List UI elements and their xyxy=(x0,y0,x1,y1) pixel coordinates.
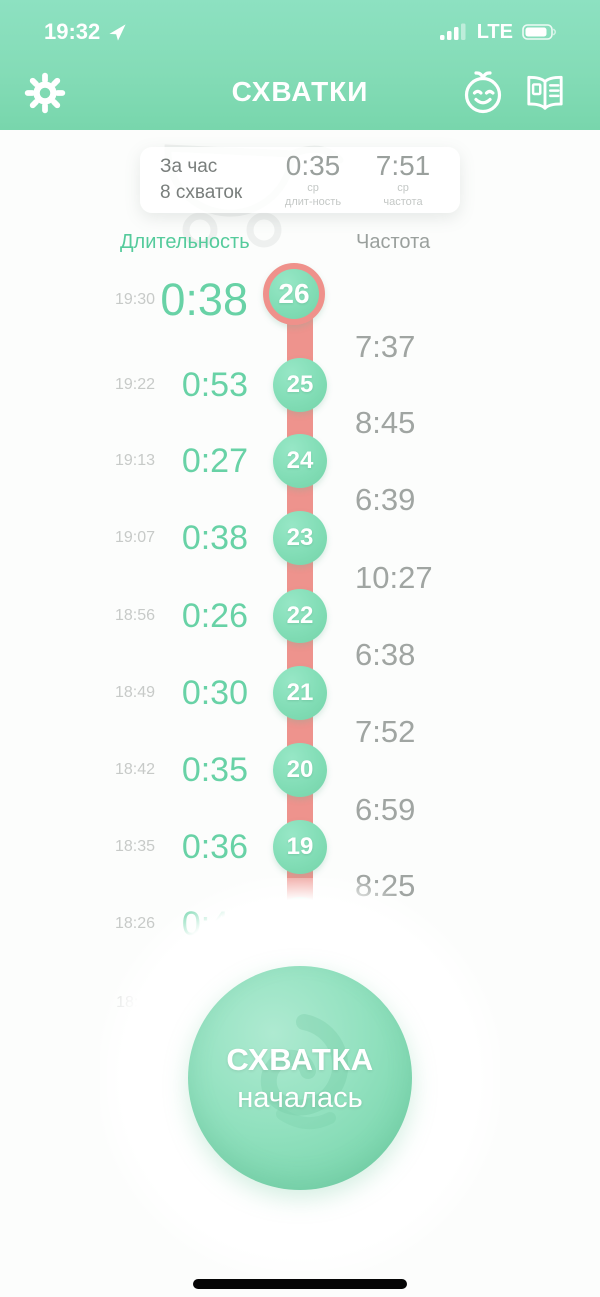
location-arrow-icon xyxy=(109,23,126,41)
summary-card[interactable]: За час 8 схваток 0:35 ср длит-ность 7:51… xyxy=(140,147,460,213)
interval-value: 7:37 xyxy=(355,329,416,364)
start-time: 19:30 xyxy=(114,291,155,308)
duration-value: 0:53 xyxy=(181,365,248,404)
avg-frequency-unit: ср частота xyxy=(383,181,423,208)
baby-info-button[interactable] xyxy=(458,68,508,118)
duration-value: 0:27 xyxy=(181,441,248,480)
interval-value: 6:39 xyxy=(355,482,416,517)
contraction-node-25[interactable]: 25 xyxy=(273,358,327,412)
app-header: 19:32 LTE СХВ xyxy=(0,0,600,130)
contraction-node-20[interactable]: 20 xyxy=(273,743,327,797)
contraction-node-23[interactable]: 23 xyxy=(273,511,327,565)
duration-value: 0:36 xyxy=(181,827,248,866)
contraction-node-26[interactable]: 26 xyxy=(263,263,325,325)
interval-value: 10:27 xyxy=(355,560,433,595)
column-header-duration: Длительность xyxy=(120,231,250,253)
start-time: 19:07 xyxy=(114,529,155,546)
interval-value: 6:59 xyxy=(355,792,416,827)
battery-icon xyxy=(522,24,557,40)
avg-duration-value: 0:35 xyxy=(285,149,341,181)
contraction-node-22[interactable]: 22 xyxy=(273,589,327,643)
duration-value: 0:26 xyxy=(181,596,248,635)
contraction-node-19[interactable]: 19 xyxy=(273,820,327,874)
start-time: 19:22 xyxy=(114,376,155,393)
gear-icon xyxy=(24,72,66,114)
settings-button[interactable] xyxy=(20,68,70,118)
status-time: 19:32 xyxy=(44,19,101,44)
book-icon xyxy=(527,75,563,110)
avg-frequency-value: 7:51 xyxy=(375,149,431,181)
column-header-frequency: Частота xyxy=(356,231,431,253)
start-time: 19:13 xyxy=(114,452,155,469)
summary-count-label: 8 схваток xyxy=(160,182,243,203)
baby-face-icon xyxy=(464,71,502,114)
duration-value: 0:38 xyxy=(160,274,248,325)
avg-duration-unit: ср длит-ность xyxy=(284,181,342,208)
contraction-node-24[interactable]: 24 xyxy=(273,434,327,488)
status-bar: 19:32 LTE xyxy=(0,14,600,50)
nav-bar: СХВАТКИ xyxy=(0,64,600,120)
button-label-line1: СХВАТКА xyxy=(226,1041,374,1077)
home-indicator[interactable] xyxy=(193,1279,407,1289)
avg-duration-stat: 0:35 ср длит-ность xyxy=(270,149,356,210)
duration-value: 0:35 xyxy=(181,750,248,789)
start-time: 18:35 xyxy=(114,838,155,855)
guide-button[interactable] xyxy=(520,68,570,118)
start-time: 18:42 xyxy=(114,761,155,778)
duration-value: 0:30 xyxy=(181,673,248,712)
embryo-icon xyxy=(260,1014,349,1130)
interval-value: 6:38 xyxy=(355,637,416,672)
contraction-start-button[interactable]: СХВАТКА началась xyxy=(188,966,412,1190)
page-title: СХВАТКИ xyxy=(231,76,369,107)
interval-value: 7:52 xyxy=(355,714,416,749)
avg-frequency-stat: 7:51 ср частота xyxy=(360,149,446,210)
button-label-line2: началась xyxy=(237,1081,363,1114)
start-time: 18:49 xyxy=(114,684,155,701)
network-type-label: LTE xyxy=(476,20,513,43)
summary-period: За час 8 схваток xyxy=(160,154,266,205)
interval-value: 8:45 xyxy=(355,405,416,440)
duration-value: 0:38 xyxy=(181,518,248,557)
start-time: 18:56 xyxy=(114,607,155,624)
summary-period-label: За час xyxy=(160,156,218,178)
contraction-node-21[interactable]: 21 xyxy=(273,666,327,720)
signal-strength-icon xyxy=(439,23,466,40)
